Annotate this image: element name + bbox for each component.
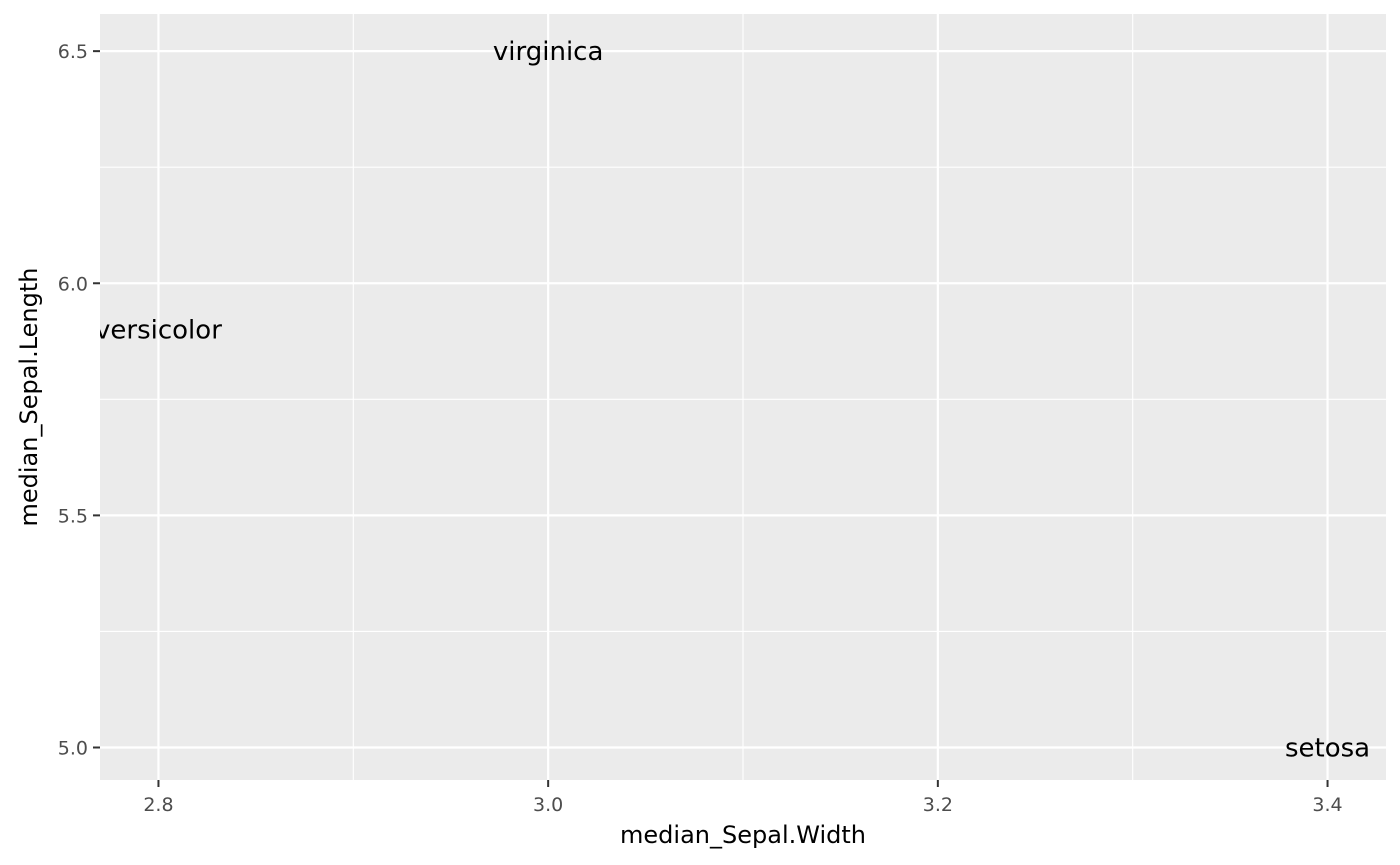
y-axis-title: median_Sepal.Length (15, 268, 43, 527)
minor-gridlines (100, 14, 1386, 780)
x-axis-title: median_Sepal.Width (620, 821, 866, 849)
point-labels: setosa versicolor virginica (95, 37, 1370, 764)
y-tick-label: 6.5 (58, 41, 88, 63)
x-tick-label: 3.0 (533, 794, 563, 816)
x-tick-label: 3.2 (923, 794, 953, 816)
major-gridlines (100, 14, 1386, 780)
x-tick-label: 2.8 (143, 794, 173, 816)
point-label-setosa: setosa (1285, 734, 1370, 764)
point-label-versicolor: versicolor (95, 316, 222, 346)
point-label-virginica: virginica (493, 37, 604, 67)
y-tick-label: 5.0 (58, 738, 88, 760)
axis-ticks: 2.8 3.0 3.2 3.4 5.0 5.5 6.0 6.5 (58, 41, 1343, 816)
x-tick-label: 3.4 (1312, 794, 1342, 816)
y-tick-label: 6.0 (58, 273, 88, 295)
y-tick-label: 5.5 (58, 505, 88, 527)
